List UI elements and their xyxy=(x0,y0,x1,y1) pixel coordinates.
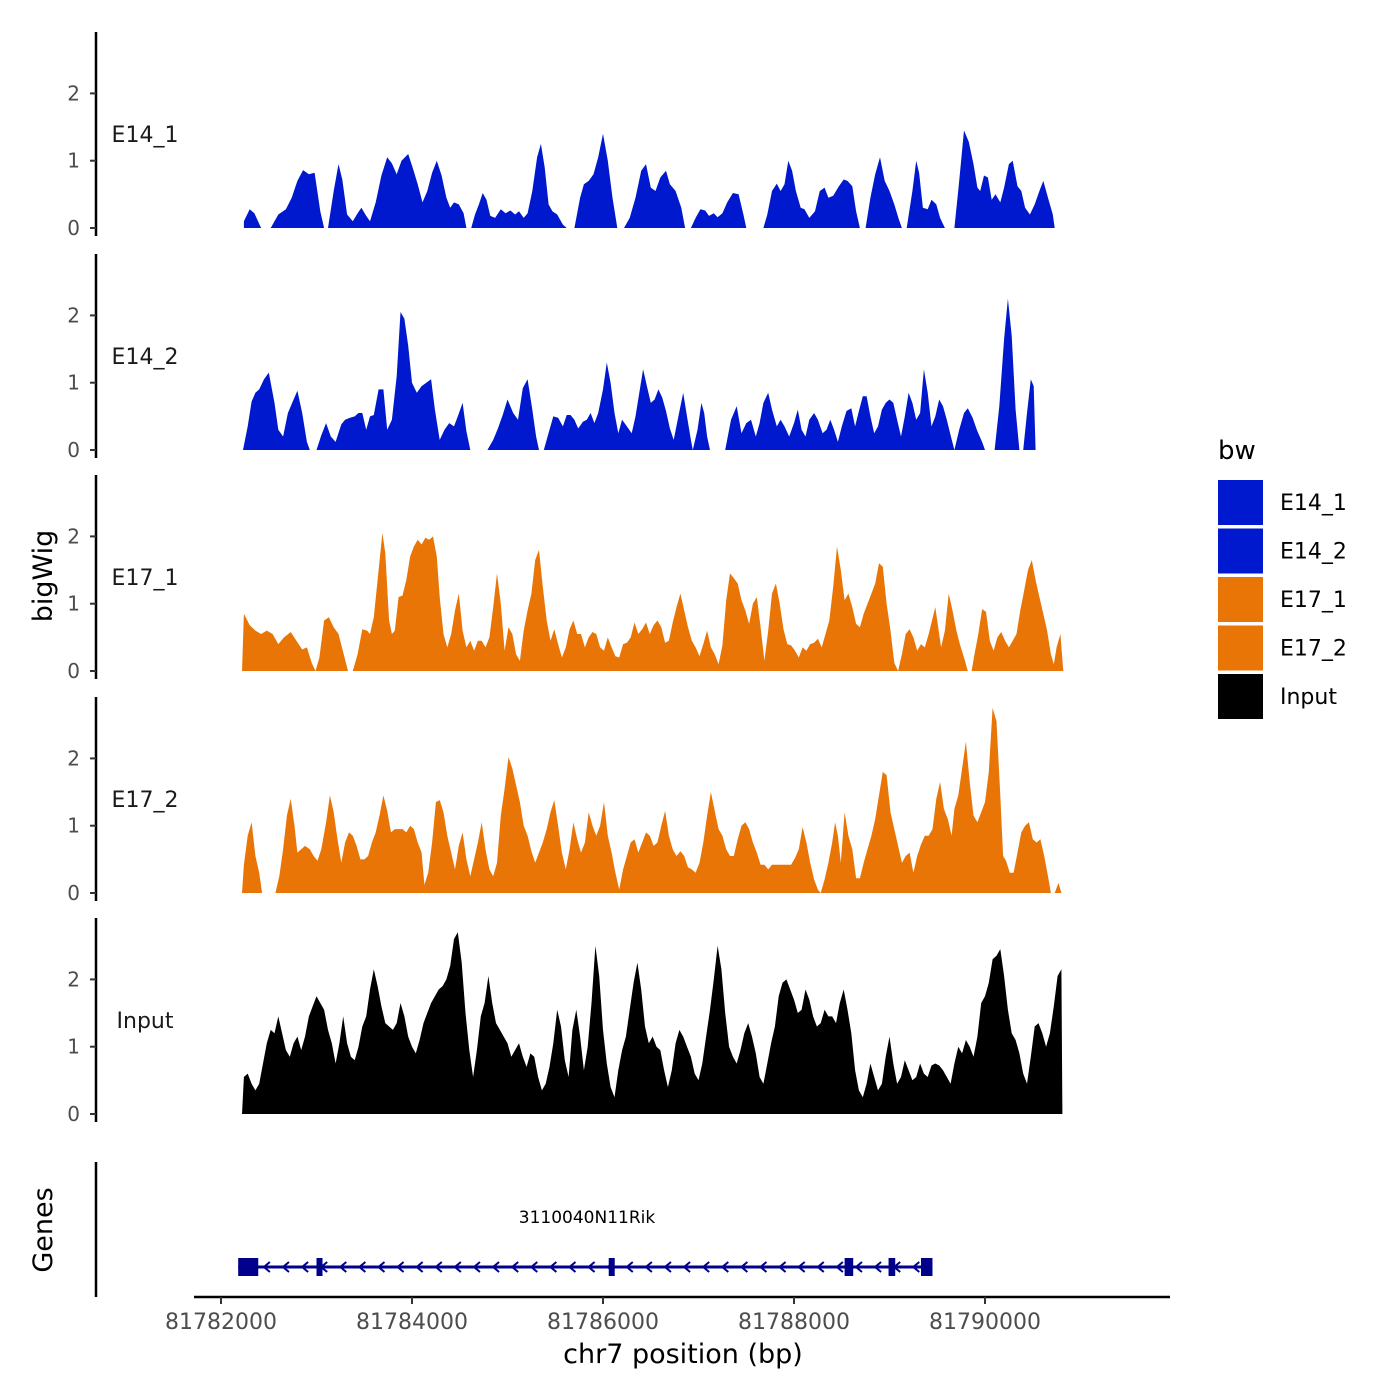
strand-arrow xyxy=(854,1261,863,1273)
legend-label: E14_1 xyxy=(1280,491,1347,516)
track-label: E14_1 xyxy=(112,123,179,148)
x-axis-title: chr7 position (bp) xyxy=(563,1339,803,1370)
y-tick-label: 0 xyxy=(67,438,80,462)
strand-arrow xyxy=(415,1261,424,1273)
legend-label: Input xyxy=(1280,685,1337,710)
x-tick-label: 81786000 xyxy=(547,1310,659,1335)
track-e14-1: 0 1 2 E14_1 xyxy=(67,32,1055,240)
strand-arrow xyxy=(816,1261,825,1273)
y-tick-label: 1 xyxy=(67,592,80,616)
strand-arrow xyxy=(300,1261,309,1273)
genes-axis-title: Genes xyxy=(28,1187,59,1272)
y-tick-label: 1 xyxy=(67,814,80,838)
y-tick-label: 1 xyxy=(67,371,80,395)
strand-arrow xyxy=(701,1261,710,1273)
legend: bw E14_1 E14_2 E17_1 E17_2 Input xyxy=(1218,436,1347,719)
strand-arrow xyxy=(529,1261,538,1273)
strand-arrow xyxy=(682,1261,691,1273)
y-tick-label: 2 xyxy=(67,524,80,548)
strand-arrow xyxy=(739,1261,749,1273)
gene-exon xyxy=(888,1258,896,1276)
legend-label: E17_1 xyxy=(1280,588,1347,613)
y-tick-label: 0 xyxy=(67,881,80,905)
x-axis: 81782000 81784000 81786000 81788000 81790000 xyxy=(165,1295,1170,1335)
y-tick-label: 1 xyxy=(67,149,80,173)
gene-name-label: 3110040N11Rik xyxy=(519,1208,656,1228)
strand-arrow xyxy=(357,1261,367,1273)
signal-area-e17-2 xyxy=(242,707,1062,893)
legend-item: Input xyxy=(1218,674,1337,719)
strand-arrow xyxy=(625,1261,634,1273)
strand-arrow xyxy=(758,1261,768,1273)
gene-track: 3110040N11Rik xyxy=(94,1162,933,1297)
strand-arrow xyxy=(376,1261,386,1273)
track-label: E17_2 xyxy=(112,788,179,813)
strand-arrow xyxy=(396,1261,405,1273)
x-tick-label: 81790000 xyxy=(929,1310,1041,1335)
signal-area-input xyxy=(242,932,1063,1114)
gene-exon xyxy=(844,1258,854,1276)
signal-area-e14-2 xyxy=(243,298,1036,450)
strand-arrow xyxy=(911,1261,920,1273)
gene-model xyxy=(238,1258,933,1276)
track-label: E14_2 xyxy=(112,345,179,370)
signal-area-e14-1 xyxy=(243,130,1055,228)
strand-arrow xyxy=(567,1261,577,1273)
track-e14-2: 0 1 2 E14_2 xyxy=(67,254,1036,462)
y-tick-label: 0 xyxy=(67,659,80,683)
track-e17-1: 0 1 2 E17_1 xyxy=(67,475,1064,683)
gene-exon xyxy=(921,1258,933,1276)
legend-item: E17_1 xyxy=(1218,577,1347,622)
y-tick-label: 0 xyxy=(67,1102,80,1126)
track-input: 0 1 2 Input xyxy=(67,918,1063,1126)
strand-arrow xyxy=(338,1261,347,1273)
strand-arrow xyxy=(720,1261,729,1273)
y-tick-label: 0 xyxy=(67,216,80,240)
track-label: E17_1 xyxy=(112,566,179,591)
y-tick-label: 2 xyxy=(67,746,80,770)
gene-exon xyxy=(238,1258,259,1276)
strand-arrow xyxy=(491,1261,500,1273)
strand-arrow xyxy=(510,1261,519,1273)
y-tick-label: 1 xyxy=(67,1035,80,1059)
legend-swatch xyxy=(1218,674,1263,719)
strand-arrow xyxy=(262,1261,271,1273)
legend-swatch xyxy=(1218,577,1263,622)
strand-arrow xyxy=(873,1261,882,1273)
y-tick-label: 2 xyxy=(67,81,80,105)
gene-exon xyxy=(608,1258,615,1276)
legend-label: E17_2 xyxy=(1280,637,1347,662)
legend-item: E14_1 xyxy=(1218,480,1347,525)
signal-area-e17-1 xyxy=(242,533,1064,671)
x-tick-label: 81784000 xyxy=(356,1310,468,1335)
track-label: Input xyxy=(117,1009,174,1034)
x-tick-label: 81782000 xyxy=(165,1310,277,1335)
y-tick-label: 2 xyxy=(67,967,80,991)
track-panels: 0 1 2 E14_1 0 1 2 E14_2 0 1 2 E17_1 0 1 2 E17_2 0 1 2 Input xyxy=(67,32,1064,1126)
y-axis-title: bigWig xyxy=(28,530,59,623)
x-tick-label: 81788000 xyxy=(738,1310,850,1335)
strand-arrow xyxy=(587,1261,596,1273)
legend-swatch xyxy=(1218,625,1263,671)
legend-swatch xyxy=(1218,480,1263,525)
strand-arrow xyxy=(778,1261,787,1273)
strand-arrow xyxy=(453,1261,462,1273)
strand-arrow xyxy=(434,1261,443,1273)
track-e17-2: 0 1 2 E17_2 xyxy=(67,697,1062,905)
legend-title: bw xyxy=(1218,436,1256,466)
legend-item: E14_2 xyxy=(1218,528,1347,574)
strand-arrow xyxy=(472,1261,481,1273)
gene-exon xyxy=(316,1258,323,1276)
strand-arrow xyxy=(548,1261,558,1273)
legend-swatch xyxy=(1218,528,1263,574)
strand-arrow xyxy=(835,1261,844,1273)
strand-arrow xyxy=(281,1261,290,1273)
y-tick-label: 2 xyxy=(67,303,80,327)
strand-arrow xyxy=(797,1261,806,1273)
strand-arrow xyxy=(663,1261,672,1273)
strand-arrow xyxy=(644,1261,653,1273)
legend-label: E14_2 xyxy=(1280,540,1347,565)
legend-item: E17_2 xyxy=(1218,625,1347,671)
